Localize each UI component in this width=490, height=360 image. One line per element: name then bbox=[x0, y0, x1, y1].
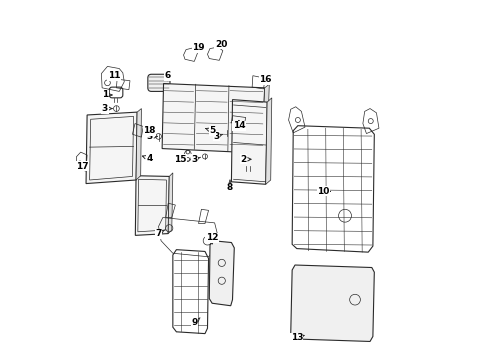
Text: 2: 2 bbox=[240, 155, 251, 164]
Text: 14: 14 bbox=[233, 121, 245, 130]
Polygon shape bbox=[136, 109, 142, 180]
Text: 3: 3 bbox=[191, 155, 200, 164]
Text: 4: 4 bbox=[143, 154, 153, 163]
Text: 5: 5 bbox=[206, 126, 215, 135]
Text: 13: 13 bbox=[291, 333, 304, 342]
Polygon shape bbox=[291, 265, 374, 342]
Text: 9: 9 bbox=[191, 318, 200, 327]
Text: 12: 12 bbox=[206, 233, 219, 244]
Polygon shape bbox=[262, 84, 270, 153]
Polygon shape bbox=[231, 100, 267, 184]
Text: 6: 6 bbox=[164, 71, 171, 81]
Text: 7: 7 bbox=[155, 229, 165, 238]
Text: 3: 3 bbox=[102, 104, 112, 113]
Polygon shape bbox=[86, 112, 137, 184]
FancyBboxPatch shape bbox=[242, 154, 256, 166]
Text: 20: 20 bbox=[215, 40, 227, 49]
FancyBboxPatch shape bbox=[148, 74, 170, 91]
Polygon shape bbox=[209, 241, 234, 306]
Text: 19: 19 bbox=[192, 43, 205, 52]
Polygon shape bbox=[266, 98, 272, 184]
Text: 15: 15 bbox=[174, 155, 187, 164]
Polygon shape bbox=[168, 173, 173, 234]
Text: 11: 11 bbox=[108, 71, 120, 80]
Text: 8: 8 bbox=[227, 180, 233, 192]
Text: 17: 17 bbox=[76, 162, 89, 171]
Text: 1: 1 bbox=[102, 90, 112, 99]
Text: 18: 18 bbox=[144, 126, 156, 135]
Text: 3: 3 bbox=[213, 132, 222, 141]
Polygon shape bbox=[162, 84, 265, 153]
Text: 16: 16 bbox=[260, 76, 272, 85]
Text: 10: 10 bbox=[318, 187, 330, 196]
Text: 3: 3 bbox=[147, 132, 157, 141]
Polygon shape bbox=[135, 176, 169, 235]
